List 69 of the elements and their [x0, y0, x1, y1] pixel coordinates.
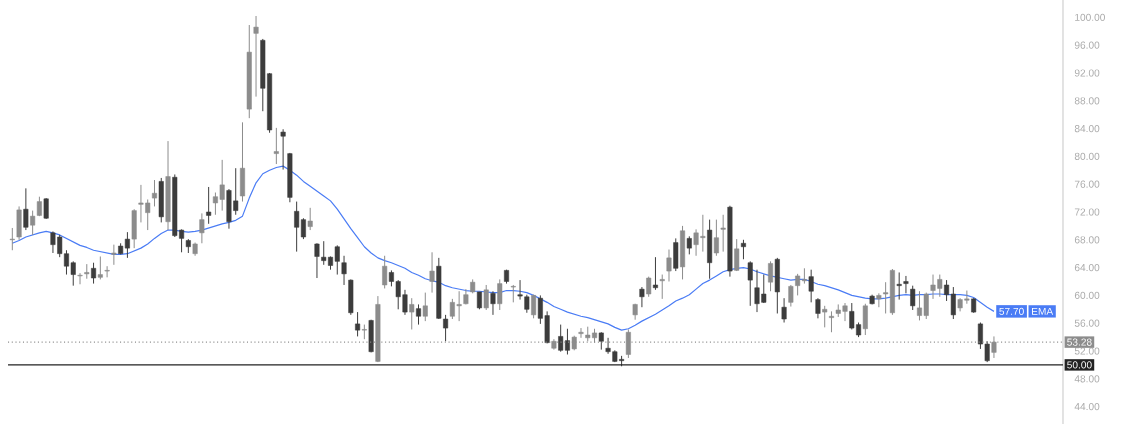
- candlestick: [151, 179, 157, 207]
- y-tick-label: 48.00: [1074, 375, 1100, 383]
- ref-line-label: 50.00: [1067, 361, 1092, 369]
- candlestick: [808, 269, 814, 303]
- candlestick: [206, 186, 212, 225]
- candlestick: [199, 212, 205, 244]
- y-tick-label: 96.00: [1074, 41, 1100, 49]
- candlestick: [686, 235, 692, 255]
- candlestick: [253, 15, 259, 98]
- y-tick-label: 84.00: [1074, 124, 1100, 133]
- candlestick: [639, 286, 645, 308]
- candlestick: [781, 297, 787, 324]
- candlestick: [862, 303, 868, 336]
- candlestick: [77, 272, 83, 285]
- candlestick: [903, 275, 909, 294]
- candlestick: [666, 249, 672, 282]
- y-tick-label: 80.00: [1074, 152, 1100, 160]
- y-tick-label: 100.00: [1075, 13, 1105, 21]
- candlestick: [490, 290, 496, 316]
- candlestick: [578, 327, 584, 339]
- y-tick-label: 72.00: [1074, 208, 1100, 216]
- candlestick: [91, 262, 97, 285]
- candlestick: [740, 239, 746, 260]
- y-tick-label: 44.00: [1074, 403, 1100, 411]
- candlestick: [822, 305, 828, 328]
- ref-line-label: 53.28: [1067, 338, 1092, 346]
- y-tick-label: 76.00: [1074, 180, 1100, 188]
- candlestick: [788, 284, 794, 308]
- candlestick: [23, 187, 29, 231]
- candlestick: [409, 297, 415, 330]
- candlestick: [497, 278, 503, 311]
- candlestick: [43, 197, 49, 220]
- candlestick: [9, 227, 15, 251]
- candlestick: [483, 284, 489, 311]
- candlestick: [416, 303, 422, 326]
- data-label: 57.70: [999, 307, 1024, 315]
- candlestick: [659, 274, 665, 300]
- y-tick-label: 68.00: [1074, 236, 1100, 244]
- y-tick-label: 92.00: [1074, 69, 1100, 77]
- y-tick-label: 56.00: [1074, 319, 1100, 327]
- y-tick-label: 64.00: [1074, 264, 1100, 272]
- candlestick: [815, 297, 821, 319]
- candlestick: [104, 265, 110, 278]
- y-tick-label: 60.00: [1074, 291, 1100, 299]
- candlestick: [273, 127, 279, 165]
- candlestick: [355, 311, 361, 337]
- legend-label: EMA: [1032, 307, 1054, 315]
- candlestick: [876, 292, 882, 308]
- candlestick: [747, 260, 753, 307]
- candlestick: [30, 210, 36, 236]
- candlestick: [341, 255, 347, 286]
- candlestick: [652, 256, 658, 291]
- candlestick: [422, 292, 428, 322]
- candlestick: [896, 271, 902, 301]
- candlestick: [97, 255, 103, 280]
- candlestick: [314, 242, 320, 279]
- candlestick: [720, 214, 726, 253]
- candlestick: [910, 285, 916, 311]
- candlestick: [111, 244, 117, 266]
- y-tick-label: 88.00: [1074, 97, 1100, 105]
- candlestick: [713, 219, 719, 257]
- candlestick: [280, 128, 286, 171]
- candlestick: [828, 310, 834, 333]
- y-tick-label: 52.00: [1074, 347, 1100, 355]
- candlestick: [307, 207, 313, 231]
- candlestick: [382, 255, 388, 289]
- candlestick: [734, 238, 740, 272]
- candlestick: [429, 251, 435, 294]
- candlestick: [768, 260, 774, 292]
